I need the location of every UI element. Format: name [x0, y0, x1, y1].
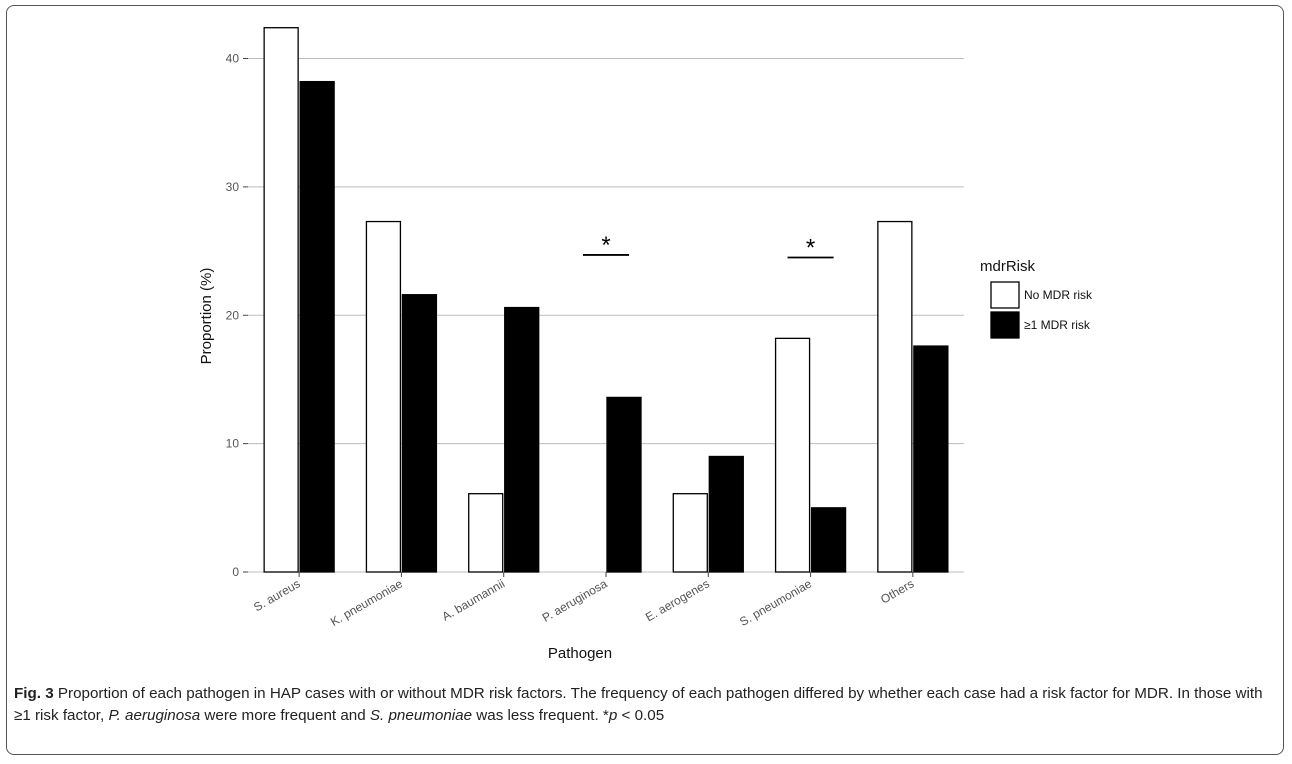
caption-text-4: < 0.05 — [617, 707, 665, 724]
bar-no-mdr-risk-1 — [365, 220, 402, 573]
bar-no-mdr-risk-4 — [672, 493, 708, 573]
x-tick-label: A. baumannii — [440, 576, 508, 623]
caption-italic-2: S. pneumoniae — [369, 707, 473, 724]
bar-mdr-risk-6 — [913, 345, 949, 573]
bar-no-mdr-risk-5 — [774, 337, 811, 573]
x-tick-label: Others — [878, 576, 916, 606]
x-tick-label: S. pneumoniae — [737, 576, 814, 629]
legend-label: ≥1 MDR risk — [1024, 318, 1091, 332]
caption-italic-3: p — [608, 707, 618, 724]
x-tick-label: K. pneumoniae — [328, 576, 405, 629]
y-tick-label: 0 — [232, 565, 239, 579]
legend-label: No MDR risk — [1024, 288, 1093, 302]
caption-italic-1: P. aeruginosa — [108, 707, 201, 724]
legend-swatch-no-mdr-risk — [990, 281, 1020, 309]
x-axis-title: Pathogen — [548, 645, 612, 662]
caption-text-1: Proportion of each pathogen in HAP cases… — [14, 685, 1263, 724]
legend-title: mdrRisk — [980, 258, 1035, 275]
bars — [263, 27, 949, 573]
bar-chart: 0 10 20 30 40 S. aureus K. pneumoniae A. bauma… — [198, 27, 1093, 662]
y-tick-label: 20 — [226, 308, 240, 322]
bar-mdr-risk-4 — [708, 455, 744, 573]
x-tick-label: P. aeruginosa — [540, 576, 610, 625]
legend: mdrRisk No MDR risk ≥1 MDR risk — [980, 258, 1093, 339]
bar-mdr-risk-3 — [606, 396, 642, 573]
significance-star: * — [806, 234, 815, 261]
y-tick-label: 10 — [226, 437, 240, 451]
significance-star: * — [601, 232, 610, 259]
x-tick-label: S. aureus — [251, 576, 302, 614]
figure-caption: Fig. 3 Proportion of each pathogen in HA… — [14, 683, 1276, 727]
bar-mdr-risk-5 — [810, 507, 847, 573]
caption-text-3: was less frequent. * — [472, 707, 609, 724]
bar-no-mdr-risk-2 — [468, 493, 504, 573]
caption-label: Fig. 3 — [14, 685, 54, 702]
figure-frame — [6, 5, 1284, 755]
caption-text-2: were more frequent and — [200, 707, 370, 724]
bar-mdr-risk-2 — [504, 306, 540, 573]
x-axis: S. aureus K. pneumoniae A. baumannii P. aer… — [251, 572, 916, 629]
bar-mdr-risk-1 — [401, 294, 438, 573]
y-axis-title: Proportion (%) — [198, 268, 215, 365]
x-tick-label: E. aerogenes — [643, 576, 712, 624]
y-axis: 0 10 20 30 40 — [226, 52, 248, 579]
bar-mdr-risk-0 — [299, 80, 335, 573]
gridlines — [248, 58, 964, 573]
y-tick-label: 40 — [226, 52, 240, 66]
legend-swatch-mdr-risk — [990, 311, 1020, 339]
annotations: * * — [583, 232, 834, 261]
bar-no-mdr-risk-6 — [877, 220, 913, 573]
y-tick-label: 30 — [226, 180, 240, 194]
bar-no-mdr-risk-0 — [263, 27, 299, 573]
